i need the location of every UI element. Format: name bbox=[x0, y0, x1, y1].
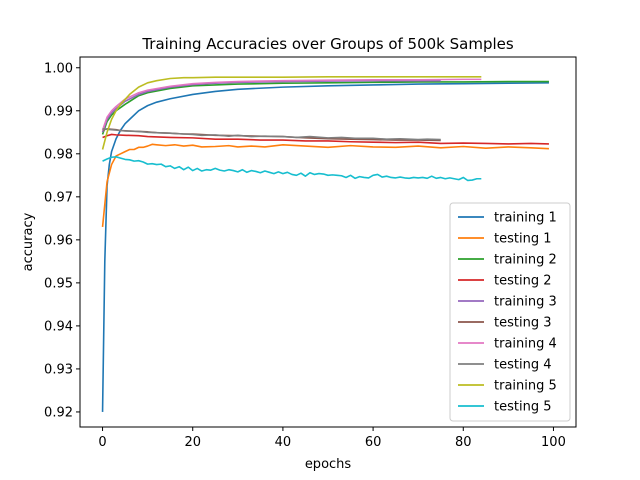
y-tick-label: 0.95 bbox=[44, 276, 73, 291]
x-tick-label: 40 bbox=[275, 435, 292, 450]
series-line-8 bbox=[102, 128, 441, 141]
y-tick-label: 0.96 bbox=[44, 233, 73, 248]
y-tick-label: 0.93 bbox=[44, 362, 73, 377]
legend: training 1 testing 1 training 2 testing 2 tr… bbox=[449, 202, 571, 422]
legend-entry: testing 1 bbox=[494, 232, 551, 247]
legend-entry: training 3 bbox=[494, 295, 557, 310]
series-line-5 bbox=[101, 79, 441, 133]
series-layer bbox=[101, 75, 549, 412]
series-line-1 bbox=[101, 82, 549, 412]
x-tick-label: 80 bbox=[455, 435, 472, 450]
legend-entry: training 2 bbox=[494, 253, 557, 268]
series-line-4 bbox=[102, 133, 549, 145]
legend-entry: testing 2 bbox=[494, 274, 551, 289]
legend-entry: testing 3 bbox=[494, 316, 551, 331]
legend-entry: testing 4 bbox=[494, 358, 551, 373]
x-axis: 0 20 40 60 80 100 bbox=[98, 427, 566, 450]
y-tick-label: 1.00 bbox=[44, 61, 73, 76]
x-tick-label: 60 bbox=[365, 435, 382, 450]
y-axis-label: accuracy bbox=[21, 212, 36, 271]
legend-entry: training 1 bbox=[494, 211, 557, 226]
legend-box bbox=[449, 202, 571, 422]
y-axis: 0.92 0.93 0.94 0.95 0.96 0.97 0.98 0.99 1.00 bbox=[44, 61, 80, 420]
legend-entry: training 4 bbox=[494, 337, 557, 352]
series-line-7 bbox=[101, 78, 482, 131]
y-tick-label: 0.94 bbox=[44, 319, 73, 334]
y-tick-label: 0.97 bbox=[44, 190, 73, 205]
series-line-10 bbox=[102, 156, 482, 182]
y-tick-label: 0.92 bbox=[44, 405, 73, 420]
x-tick-label: 100 bbox=[541, 435, 566, 450]
x-tick-label: 20 bbox=[184, 435, 201, 450]
series-line-2 bbox=[101, 143, 549, 228]
legend-entry: testing 5 bbox=[494, 400, 551, 415]
legend-entry: training 5 bbox=[494, 379, 557, 394]
y-tick-label: 0.99 bbox=[44, 104, 73, 119]
axes-frame bbox=[79, 56, 577, 428]
y-tick-label: 0.98 bbox=[44, 147, 73, 162]
chart-title: Training Accuracies over Groups of 500k … bbox=[141, 35, 514, 53]
series-line-9 bbox=[101, 75, 482, 150]
x-tick-label: 0 bbox=[98, 435, 106, 450]
x-axis-label: epochs bbox=[305, 457, 352, 472]
